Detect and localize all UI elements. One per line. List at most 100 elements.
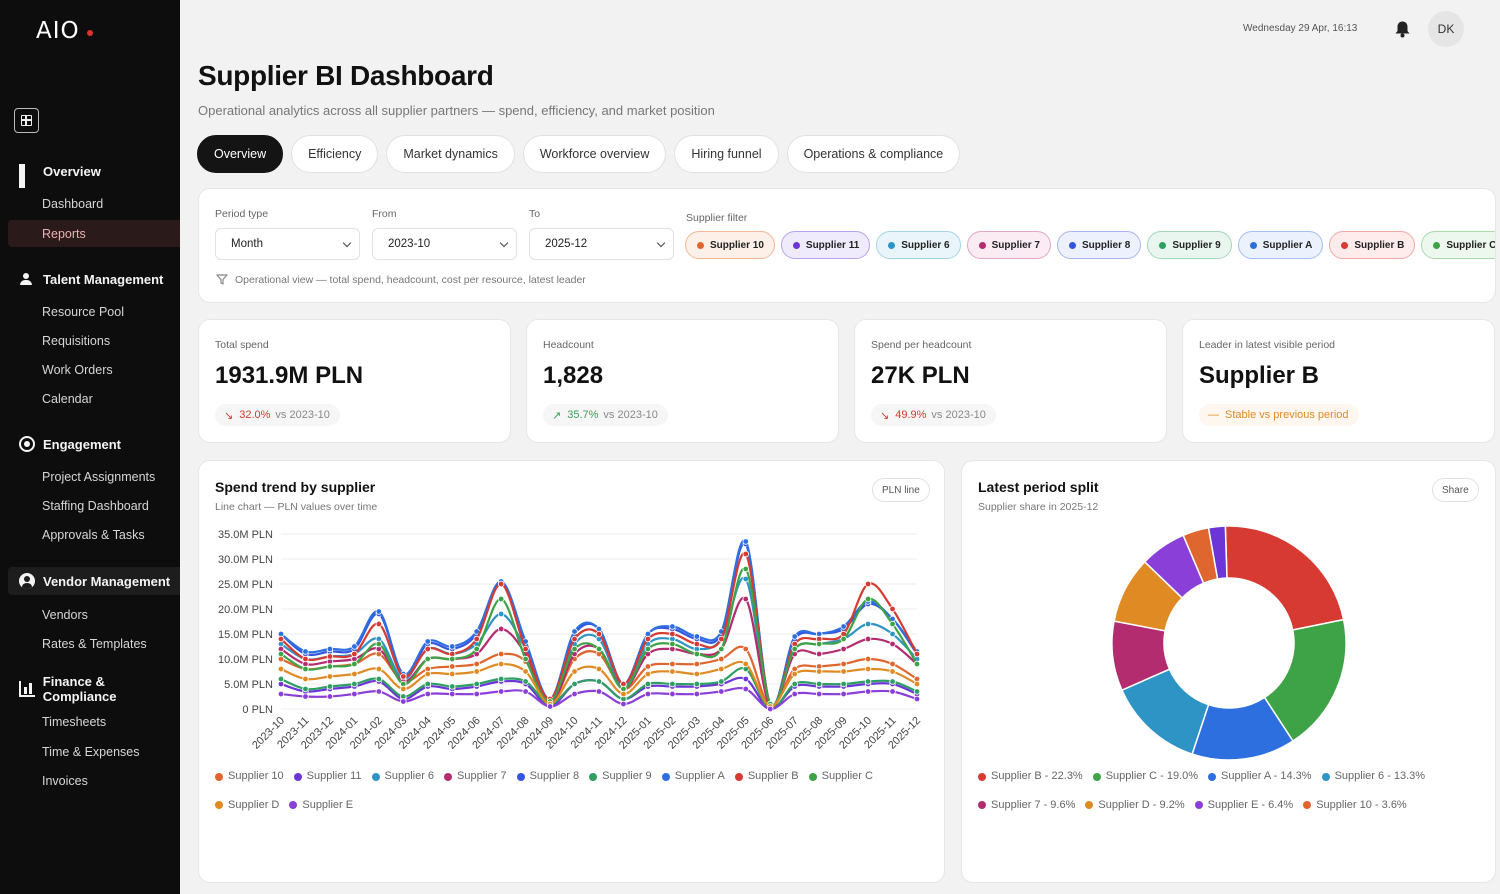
supplier-chip[interactable]: Supplier B [1329, 231, 1416, 259]
legend-item[interactable]: Supplier 7 - 9.6% [978, 792, 1075, 819]
sidebar-group-talent-management[interactable]: Talent Management [8, 265, 180, 293]
legend-item[interactable]: Supplier C [808, 763, 873, 790]
period-type-select[interactable]: Month [215, 228, 360, 260]
supplier-chip-label: Supplier A [1262, 239, 1313, 251]
sidebar-item-dashboard[interactable]: Dashboard [42, 196, 104, 211]
user-avatar[interactable]: DK [1428, 11, 1464, 47]
tab-efficiency[interactable]: Efficiency [291, 135, 379, 173]
legend-item[interactable]: Supplier A - 14.3% [1208, 763, 1312, 790]
series-line-supplier-a [280, 539, 918, 708]
supplier-chip[interactable]: Supplier C [1421, 231, 1495, 259]
from-select[interactable]: 2023-10 [372, 228, 517, 260]
data-point [889, 605, 896, 613]
share-badge[interactable]: Share [1432, 478, 1479, 502]
data-point [889, 688, 896, 695]
supplier-chip-label: Supplier 8 [1081, 239, 1131, 251]
legend-item[interactable]: Supplier E [289, 792, 353, 819]
tab-operations-compliance[interactable]: Operations & compliance [786, 135, 961, 173]
legend-label: Supplier 7 - 9.6% [991, 798, 1076, 811]
supplier-chip[interactable]: Supplier 7 [966, 231, 1051, 259]
sidebar-item-project-assignments[interactable]: Project Assignments [42, 469, 156, 484]
tab-hiring-funnel[interactable]: Hiring funnel [674, 135, 779, 173]
kpi-card-spend-per-headcount: Spend per headcount 27K PLN ↘ 49.9% vs 2… [854, 319, 1167, 443]
sidebar-item-invoices[interactable]: Invoices [42, 773, 88, 788]
sidebar-group-overview[interactable]: Overview [8, 157, 180, 188]
notification-bell-icon[interactable] [1394, 20, 1411, 38]
data-point [791, 680, 798, 688]
legend-label: Supplier 10 [228, 770, 284, 782]
app-logo[interactable]: AIO [36, 18, 80, 44]
legend-item[interactable]: Supplier B - 22.3% [978, 763, 1083, 790]
supplier-chip[interactable]: Supplier 10 [685, 231, 775, 259]
legend-item[interactable]: Supplier 6 [371, 763, 434, 790]
people-icon [19, 271, 35, 287]
legend-item[interactable]: Supplier 10 [215, 763, 284, 790]
sidebar-item-reports[interactable]: Reports [8, 220, 180, 247]
sidebar-item-resource-pool[interactable]: Resource Pool [42, 304, 124, 319]
legend-item[interactable]: Supplier 7 [444, 763, 507, 790]
dashboard-tabs: Overview Efficiency Market dynamics Work… [197, 135, 968, 173]
data-point [864, 620, 872, 628]
tab-overview[interactable]: Overview [197, 135, 284, 173]
data-point [718, 655, 725, 663]
data-point [571, 680, 578, 688]
legend-item[interactable]: Supplier D - 9.2% [1085, 792, 1185, 819]
legend-dot [516, 772, 525, 781]
data-point [742, 550, 749, 558]
legend-item[interactable]: Supplier 11 [293, 763, 362, 790]
sidebar-group-vendor-management[interactable]: Vendor Management [8, 567, 180, 595]
legend-item[interactable]: Supplier 8 [516, 763, 579, 790]
data-point [277, 675, 285, 683]
legend-item[interactable]: Supplier B [734, 763, 799, 790]
supplier-chip[interactable]: Supplier 6 [876, 231, 961, 259]
sidebar-item-rates-templates[interactable]: Rates & Templates [42, 636, 147, 651]
legend-item[interactable]: Supplier 6 - 13.3% [1321, 763, 1425, 790]
to-select[interactable]: 2025-12 [529, 228, 674, 260]
supplier-chip[interactable]: Supplier A [1237, 231, 1324, 259]
data-point [840, 668, 847, 675]
supplier-filter-label: Supplier filter [686, 212, 748, 224]
header-datetime: Wednesday 29 Apr, 16:13 [1243, 23, 1358, 34]
sidebar-item-requisitions[interactable]: Requisitions [42, 333, 111, 348]
sidebar-item-staffing-dashboard[interactable]: Staffing Dashboard [42, 498, 149, 513]
data-point [644, 645, 652, 653]
sidebar-item-timesheets[interactable]: Timesheets [42, 714, 107, 729]
data-point [669, 660, 676, 668]
data-point [571, 690, 578, 698]
sidebar-item-work-orders[interactable]: Work Orders [42, 362, 113, 377]
kpi-change-badge: — Stable vs previous period [1199, 404, 1359, 426]
supplier-chip[interactable]: Supplier 9 [1147, 231, 1232, 259]
sidebar-item-vendors[interactable]: Vendors [42, 607, 88, 622]
legend-item[interactable]: Supplier D [215, 792, 279, 819]
data-point [718, 665, 725, 673]
sidebar-toggle-icon[interactable] [14, 108, 39, 133]
supplier-color-dot [978, 241, 986, 249]
supplier-chip-list: Supplier 10 Supplier 11 Supplier 6 Supplier… [685, 231, 1495, 263]
supplier-chip[interactable]: Supplier 11 [780, 231, 871, 259]
legend-item[interactable]: Supplier E - 6.4% [1194, 792, 1294, 819]
supplier-chip[interactable]: Supplier 8 [1056, 231, 1142, 259]
tab-market-dynamics[interactable]: Market dynamics [386, 135, 515, 173]
data-point [571, 645, 578, 653]
legend-item[interactable]: Supplier 9 [589, 763, 652, 790]
data-point [864, 688, 872, 695]
legend-label: Supplier 7 [457, 770, 507, 782]
supplier-color-dot [792, 241, 800, 249]
data-point [449, 643, 456, 650]
sidebar-item-approvals-tasks[interactable]: Approvals & Tasks [42, 527, 145, 542]
tab-workforce-overview[interactable]: Workforce overview [522, 135, 667, 173]
legend-item[interactable]: Supplier 10 - 3.6% [1303, 792, 1407, 819]
data-point [473, 635, 480, 643]
legend-label: Supplier E - 6.4% [1207, 798, 1294, 811]
grid-icon [19, 163, 35, 188]
data-point [864, 580, 872, 588]
sidebar-item-calendar[interactable]: Calendar [42, 391, 93, 406]
pln-line-badge[interactable]: PLN line [872, 478, 930, 502]
sidebar-item-time-expenses[interactable]: Time & Expenses [42, 744, 140, 759]
sidebar-group-finance-compliance[interactable]: Finance & Compliance [8, 674, 180, 704]
legend-item[interactable]: Supplier C - 19.0% [1092, 763, 1198, 790]
data-point [791, 645, 798, 653]
legend-item[interactable]: Supplier A [661, 763, 725, 790]
sidebar-group-engagement[interactable]: Engagement [8, 430, 180, 458]
data-point [742, 538, 749, 545]
